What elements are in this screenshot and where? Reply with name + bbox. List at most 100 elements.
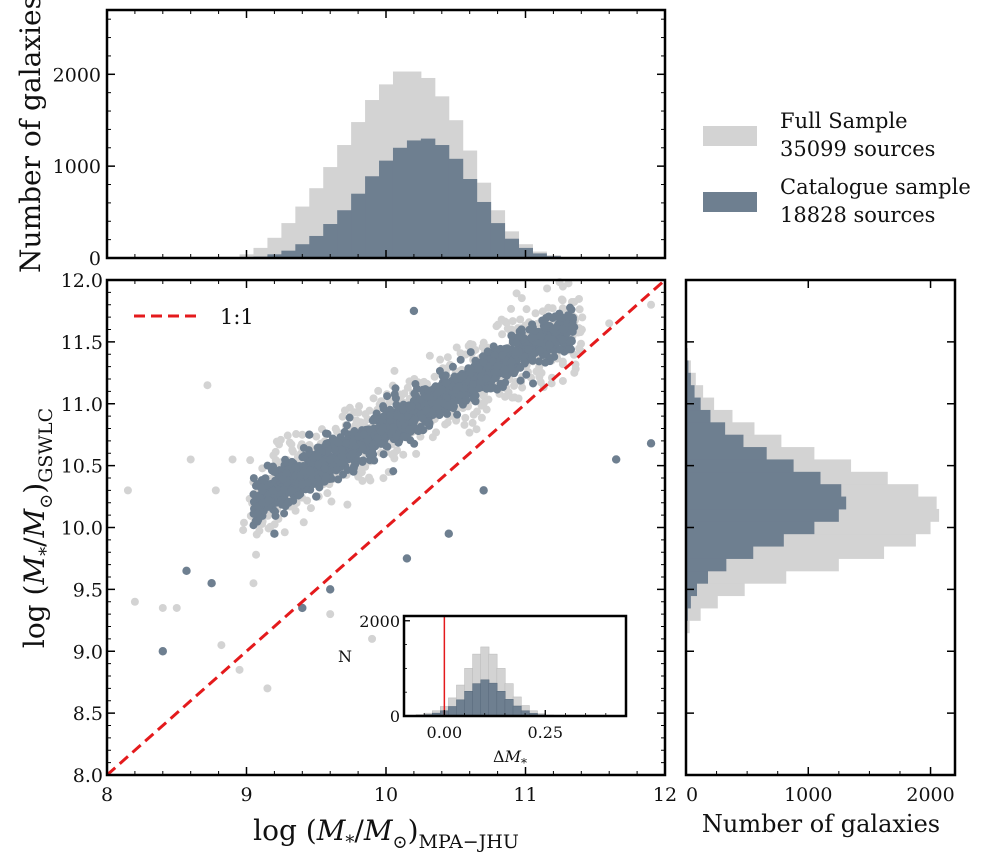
- full-point: [306, 504, 315, 513]
- full-outlier-point: [507, 325, 516, 334]
- catalogue-point: [291, 463, 300, 472]
- main-xtick-label: 9: [240, 784, 252, 806]
- catalogue-point: [299, 443, 308, 452]
- full-point: [280, 528, 289, 537]
- right-bar: [686, 570, 787, 584]
- catalogue-point: [439, 399, 448, 408]
- right-bar: [686, 533, 784, 547]
- top-bar: [420, 138, 436, 258]
- catalogue-point: [462, 396, 471, 405]
- right-bar: [686, 496, 847, 510]
- top-bar: [309, 235, 324, 258]
- catalogue-outlier-point: [207, 578, 216, 588]
- catalogue-point: [529, 379, 538, 388]
- catalogue-point: [257, 483, 266, 492]
- catalogue-point: [399, 405, 408, 414]
- catalogue-point: [559, 325, 568, 334]
- full-point: [574, 294, 583, 303]
- top-bar: [379, 160, 394, 258]
- catalogue-point: [466, 348, 475, 357]
- main-ytick-label: 10.0: [61, 518, 103, 540]
- catalogue-point: [527, 333, 536, 342]
- catalogue-point: [535, 346, 544, 355]
- right-xtick-label: 0: [686, 784, 698, 806]
- inset-xtick-label: 0.00: [427, 723, 463, 742]
- catalogue-point: [507, 357, 516, 366]
- catalogue-point: [516, 376, 525, 385]
- full-outlier-point: [605, 319, 614, 328]
- full-point: [252, 550, 261, 559]
- full-outlier-point: [211, 486, 220, 495]
- catalogue-point: [280, 485, 289, 494]
- full-outlier-point: [570, 368, 579, 377]
- legend: Full Sample 35099 sources Catalogue samp…: [703, 109, 971, 227]
- full-point: [477, 413, 486, 422]
- catalogue-point: [500, 365, 509, 374]
- inset-bar: [456, 699, 466, 717]
- top-ylabel: Number of galaxies: [14, 0, 47, 273]
- full-point: [327, 497, 336, 506]
- legend-swatch-full-sample: [703, 126, 757, 146]
- top-ticks: 0 1000 2000: [53, 10, 666, 270]
- full-point: [456, 349, 465, 358]
- top-panel-frame: [105, 8, 667, 260]
- full-point: [518, 383, 527, 392]
- right-bar: [686, 484, 842, 498]
- right-bar: [686, 385, 695, 399]
- catalogue-point: [343, 465, 352, 474]
- right-xlabel: Number of galaxies: [702, 810, 940, 838]
- full-point: [369, 394, 378, 403]
- top-bar: [392, 147, 408, 258]
- main-xtick-label: 10: [374, 784, 398, 806]
- full-point: [472, 425, 481, 434]
- full-point: [468, 418, 477, 427]
- catalogue-point: [410, 415, 419, 424]
- catalogue-outlier-point: [312, 492, 321, 501]
- full-point: [379, 474, 388, 483]
- catalogue-point: [391, 384, 400, 393]
- catalogue-point: [520, 357, 529, 366]
- catalogue-point: [322, 472, 331, 481]
- catalogue-point: [348, 438, 357, 447]
- catalogue-outlier-point: [182, 566, 191, 576]
- catalogue-point: [323, 429, 332, 438]
- full-point: [543, 284, 552, 293]
- catalogue-point: [263, 461, 272, 470]
- right-bar: [686, 521, 815, 535]
- catalogue-point: [511, 347, 520, 356]
- right-bars-catalogue-sample: [686, 348, 847, 634]
- right-bar: [686, 558, 727, 572]
- main-scatter-panel: 1:1 8 9 10 11 12 8.0 8.5 9.0 9.5 10.0 10.5 11.0 11.5…: [18, 270, 677, 853]
- legend-label-full-sample: Full Sample: [780, 109, 908, 133]
- top-bar: [351, 193, 366, 258]
- full-point: [264, 524, 273, 533]
- top-bar: [462, 179, 478, 258]
- catalogue-point: [422, 406, 431, 415]
- inset-bar: [488, 682, 498, 717]
- catalogue-outlier-point: [158, 647, 167, 656]
- inset-bar: [472, 683, 482, 717]
- full-point: [493, 320, 502, 329]
- catalogue-point: [271, 507, 280, 516]
- catalogue-point: [536, 331, 545, 340]
- top-bar: [337, 210, 352, 258]
- full-point: [239, 518, 248, 527]
- right-bar: [686, 447, 767, 460]
- catalogue-outlier-point: [270, 467, 279, 477]
- top-bar: [448, 158, 464, 258]
- inset-xlabel: ΔM*: [493, 747, 527, 770]
- inset-bar: [504, 699, 514, 717]
- catalogue-point: [379, 423, 388, 432]
- catalogue-point: [454, 382, 463, 391]
- catalogue-point: [264, 496, 273, 505]
- full-point: [484, 395, 493, 404]
- catalogue-point: [535, 338, 544, 347]
- full-point: [535, 372, 544, 381]
- catalogue-point: [442, 379, 451, 388]
- full-point: [323, 489, 332, 498]
- catalogue-point: [459, 372, 468, 381]
- full-point: [283, 431, 292, 440]
- catalogue-point: [365, 456, 374, 465]
- legend-swatch-catalogue-sample: [703, 192, 757, 212]
- catalogue-point: [389, 423, 398, 432]
